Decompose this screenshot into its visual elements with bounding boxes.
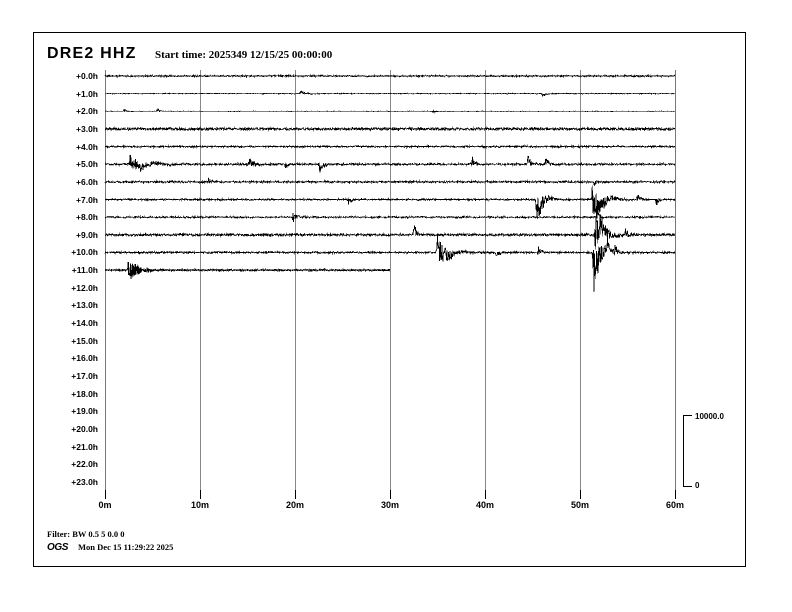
- y-tick-label-18: +18.0h: [71, 388, 98, 399]
- y-tick-label-13: +13.0h: [71, 300, 98, 311]
- x-tick-label-0m: 0m: [98, 500, 112, 510]
- trace-hour-3: [104, 126, 676, 132]
- trace-hour-4: [104, 144, 676, 149]
- plot-frame: [33, 32, 746, 567]
- page-title: DRE2 HHZ: [47, 45, 137, 62]
- x-tick-label-30m: 30m: [380, 500, 399, 510]
- y-tick-label-8: +8.0h: [76, 212, 98, 223]
- trace-hour-8: [104, 210, 676, 222]
- trace-hour-6: [104, 177, 676, 187]
- scale-bracket: [683, 415, 692, 487]
- x-tick-0m: [105, 490, 106, 499]
- y-tick-label-3: +3.0h: [76, 123, 98, 134]
- y-tick-label-19: +19.0h: [71, 406, 98, 417]
- y-tick-label-14: +14.0h: [71, 318, 98, 329]
- x-tick-30m: [390, 490, 391, 499]
- plot-axis-right: [675, 70, 676, 490]
- trace-hour-5: [104, 154, 676, 173]
- y-tick-label-9: +9.0h: [76, 229, 98, 240]
- y-tick-label-12: +12.0h: [71, 282, 98, 293]
- start-time-label: Start time: 2025349 12/15/25 00:00:00: [155, 49, 333, 61]
- y-tick-label-5: +5.0h: [76, 159, 98, 170]
- y-tick-label-21: +21.0h: [71, 441, 98, 452]
- x-tick-10m: [200, 490, 201, 499]
- y-tick-label-17: +17.0h: [71, 371, 98, 381]
- x-tick-label-10m: 10m: [190, 500, 209, 510]
- trace-hour-9: [104, 215, 676, 250]
- gridline-30m: [390, 70, 391, 490]
- y-tick-label-23: +23.0h: [71, 476, 98, 487]
- y-tick-label-7: +7.0h: [76, 194, 98, 205]
- seismogram-traces: [104, 73, 676, 292]
- gridline-40m: [485, 70, 486, 490]
- x-tick-label-40m: 40m: [475, 500, 494, 510]
- plot-axis-left: [105, 70, 106, 490]
- generated-timestamp: Mon Dec 15 11:29:22 2025: [78, 542, 174, 552]
- gridline-50m: [580, 70, 581, 490]
- filter-label: Filter: BW 0.5 5 0.0 0: [47, 529, 125, 539]
- trace-hour-7: [104, 185, 676, 219]
- x-tick-label-20m: 20m: [285, 500, 304, 510]
- y-tick-label-1: +1.0h: [76, 88, 98, 99]
- y-tick-label-6: +6.0h: [76, 176, 98, 187]
- amplitude-scale-bar: 10000.0 0: [683, 412, 745, 490]
- y-tick-label-2: +2.0h: [76, 106, 98, 117]
- y-tick-label-16: +16.0h: [71, 353, 98, 364]
- scale-top-label: 10000.0: [695, 412, 724, 421]
- scale-bottom-label: 0: [695, 481, 700, 490]
- x-tick-60m: [675, 490, 676, 499]
- y-tick-label-22: +22.0h: [71, 459, 98, 470]
- gridline-10m: [200, 70, 201, 490]
- y-tick-label-11: +11.0h: [71, 265, 98, 276]
- trace-hour-1: [104, 89, 676, 97]
- gridline-20m: [295, 70, 296, 490]
- x-tick-40m: [485, 490, 486, 499]
- trace-hour-0: [104, 73, 676, 79]
- footer-row: OGS Mon Dec 15 11:29:22 2025: [47, 542, 173, 553]
- x-tick-label-50m: 50m: [570, 500, 589, 510]
- y-tick-label-0: +0.0h: [76, 71, 98, 81]
- y-tick-label-10: +10.0h: [71, 247, 98, 258]
- y-tick-label-20: +20.0h: [71, 423, 98, 434]
- x-tick-20m: [295, 490, 296, 499]
- y-tick-label-4: +4.0h: [76, 141, 98, 152]
- x-tick-label-60m: 60m: [665, 500, 684, 510]
- trace-hour-11: [104, 261, 391, 279]
- x-tick-50m: [580, 490, 581, 499]
- trace-hour-2: [104, 108, 676, 114]
- y-tick-label-15: +15.0h: [71, 335, 98, 346]
- trace-hour-10: [104, 228, 676, 292]
- organization-logo: OGS: [47, 542, 69, 553]
